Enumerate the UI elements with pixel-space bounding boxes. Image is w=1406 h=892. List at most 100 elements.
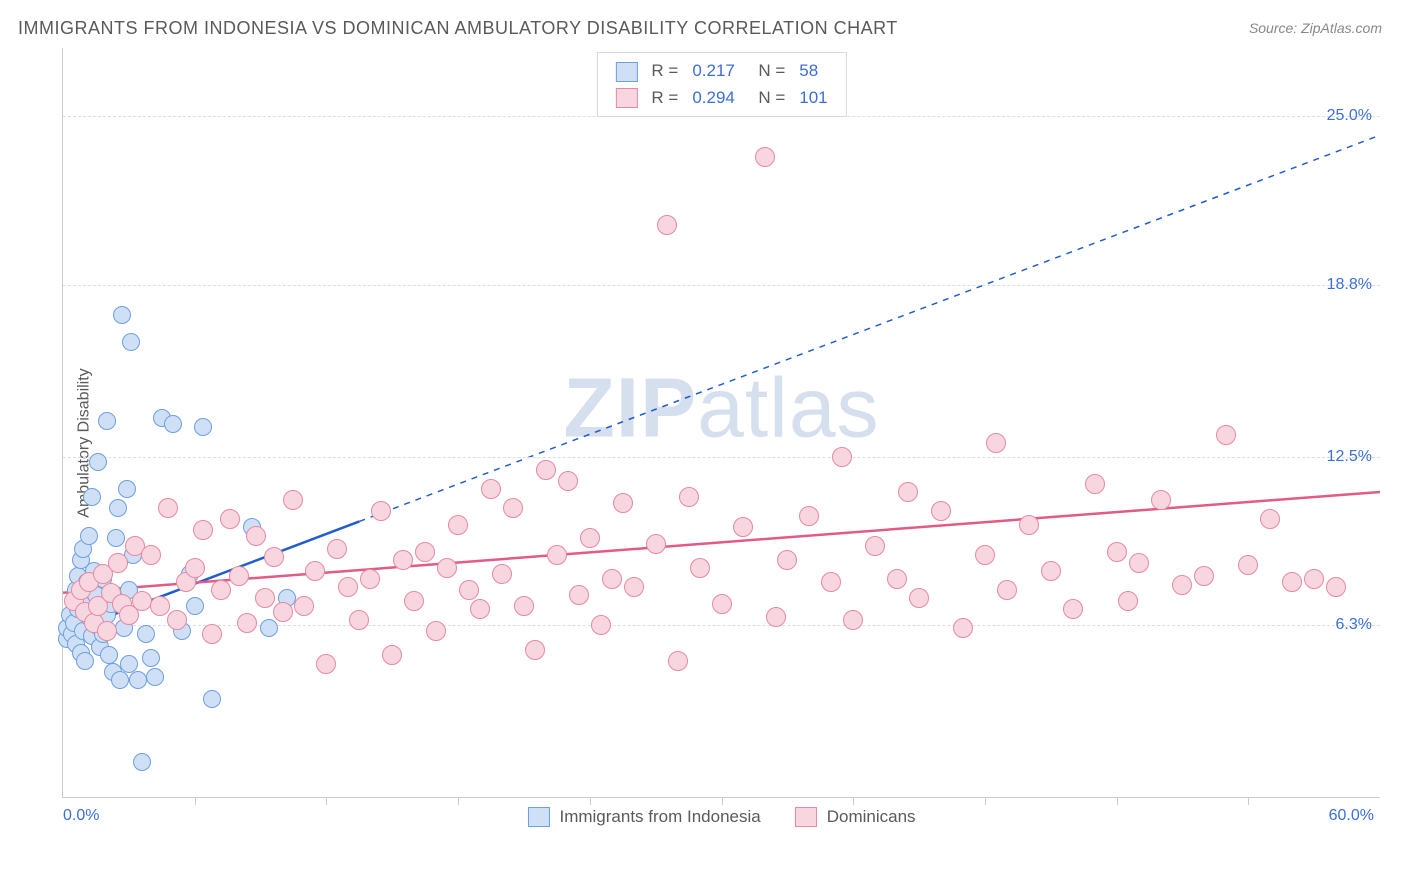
indonesia-legend-swatch <box>527 807 549 827</box>
dominicans-point <box>624 577 644 597</box>
dominicans-point <box>470 599 490 619</box>
dominicans-point <box>294 596 314 616</box>
x-min-label: 0.0% <box>63 807 99 825</box>
dominicans-point <box>679 487 699 507</box>
dominicans-point <box>97 621 117 641</box>
x-tick <box>985 797 986 805</box>
y-tick-label: 6.3% <box>1336 616 1372 634</box>
dominicans-point <box>264 547 284 567</box>
dominicans-point <box>1151 490 1171 510</box>
indonesia-legend-item: Immigrants from Indonesia <box>527 807 760 827</box>
x-tick <box>1117 797 1118 805</box>
indonesia-legend-label: Immigrants from Indonesia <box>559 807 760 827</box>
dominicans-legend-label: Dominicans <box>827 807 916 827</box>
dominicans-point <box>404 591 424 611</box>
dominicans-point <box>1063 599 1083 619</box>
dominicans-point <box>141 545 161 565</box>
dominicans-point <box>415 542 435 562</box>
series-legend: Immigrants from Indonesia Dominicans <box>527 807 915 827</box>
dominicans-point <box>338 577 358 597</box>
plot-area: ZIPatlas R =0.217 N =58R =0.294 N =101 I… <box>62 48 1380 798</box>
dominicans-point <box>613 493 633 513</box>
dominicans-point <box>898 482 918 502</box>
indonesia-point <box>146 668 164 686</box>
dominicans-point <box>1238 555 1258 575</box>
dominicans-point <box>1326 577 1346 597</box>
dominicans-point <box>1118 591 1138 611</box>
dominicans-point <box>246 526 266 546</box>
n-label: N = <box>743 59 791 84</box>
dominicans-point <box>426 621 446 641</box>
dominicans-point <box>953 618 973 638</box>
dominicans-point <box>843 610 863 630</box>
r-label: R = <box>645 86 684 111</box>
dominicans-point <box>1129 553 1149 573</box>
dominicans-point <box>273 602 293 622</box>
indonesia-point <box>80 527 98 545</box>
indonesia-point <box>129 671 147 689</box>
dominicans-point <box>832 447 852 467</box>
dominicans-point <box>657 215 677 235</box>
dominicans-point <box>821 572 841 592</box>
dominicans-legend-swatch <box>795 807 817 827</box>
dominicans-point <box>481 479 501 499</box>
dominicans-point <box>382 645 402 665</box>
dominicans-point <box>931 501 951 521</box>
dominicans-point <box>1304 569 1324 589</box>
dominicans-point <box>255 588 275 608</box>
gridline-h <box>63 457 1380 458</box>
indonesia-r-value: 0.217 <box>686 59 741 84</box>
dominicans-point <box>448 515 468 535</box>
dominicans-point <box>591 615 611 635</box>
dominicans-point <box>569 585 589 605</box>
watermark: ZIPatlas <box>563 359 879 456</box>
dominicans-point <box>580 528 600 548</box>
indonesia-point <box>89 453 107 471</box>
x-tick <box>195 797 196 805</box>
indonesia-point <box>107 529 125 547</box>
dominicans-point <box>1172 575 1192 595</box>
indonesia-point <box>137 625 155 643</box>
indonesia-point <box>109 499 127 517</box>
x-tick <box>458 797 459 805</box>
indonesia-trend-dashed <box>359 135 1380 521</box>
dominicans-point <box>437 558 457 578</box>
x-tick <box>722 797 723 805</box>
dominicans-point <box>733 517 753 537</box>
indonesia-point <box>260 619 278 637</box>
dominicans-point <box>668 651 688 671</box>
dominicans-point <box>975 545 995 565</box>
indonesia-n-value: 58 <box>793 59 833 84</box>
dominicans-point <box>360 569 380 589</box>
dominicans-point <box>1107 542 1127 562</box>
dominicans-point <box>712 594 732 614</box>
indonesia-point <box>98 412 116 430</box>
dominicans-point <box>602 569 622 589</box>
y-tick-label: 25.0% <box>1327 107 1372 125</box>
n-label: N = <box>743 86 791 111</box>
dominicans-point <box>1019 515 1039 535</box>
y-tick-label: 18.8% <box>1327 276 1372 294</box>
x-tick <box>1248 797 1249 805</box>
dominicans-r-value: 0.294 <box>686 86 741 111</box>
dominicans-legend-item: Dominicans <box>795 807 916 827</box>
dominicans-point <box>547 545 567 565</box>
dominicans-point <box>202 624 222 644</box>
x-tick <box>853 797 854 805</box>
dominicans-point <box>1041 561 1061 581</box>
indonesia-point <box>122 333 140 351</box>
dominicans-point <box>237 613 257 633</box>
dominicans-point <box>887 569 907 589</box>
dominicans-point <box>229 566 249 586</box>
dominicans-point <box>766 607 786 627</box>
dominicans-point <box>646 534 666 554</box>
dominicans-point <box>305 561 325 581</box>
indonesia-point <box>203 690 221 708</box>
dominicans-point <box>525 640 545 660</box>
correlation-legend: R =0.217 N =58R =0.294 N =101 <box>596 52 846 117</box>
dominicans-point <box>690 558 710 578</box>
indonesia-point <box>100 646 118 664</box>
dominicans-point <box>1194 566 1214 586</box>
dominicans-point <box>997 580 1017 600</box>
dominicans-point <box>536 460 556 480</box>
